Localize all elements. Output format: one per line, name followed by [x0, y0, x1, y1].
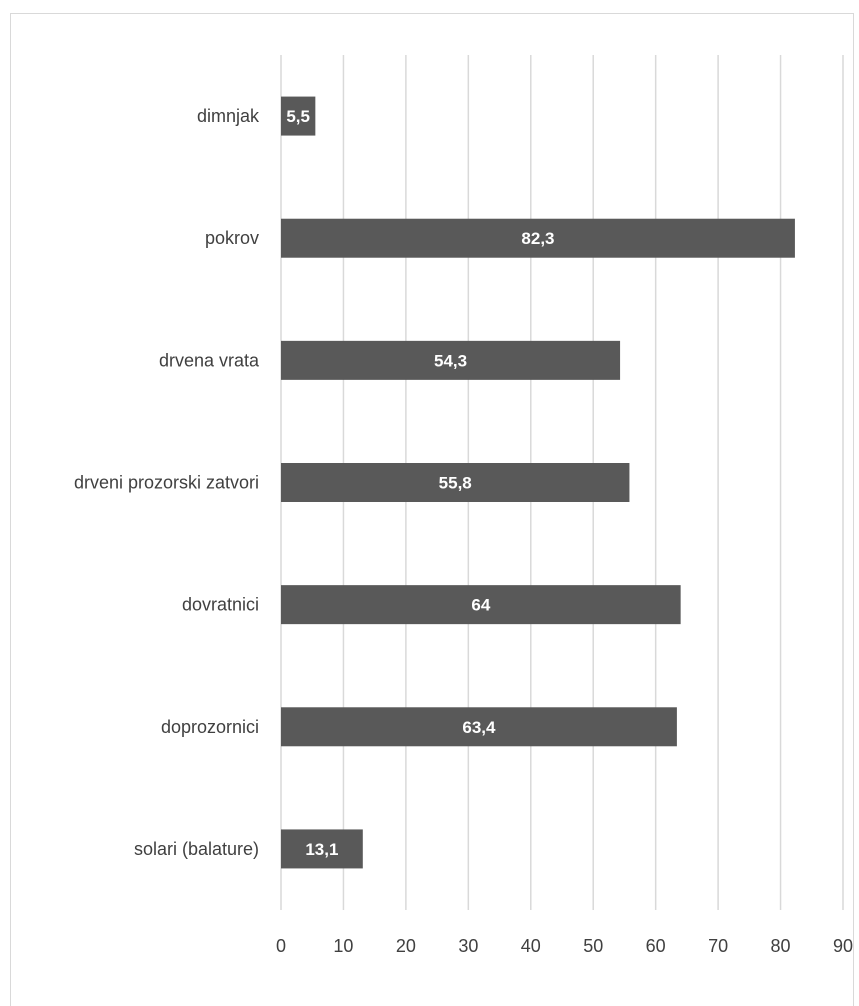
bar-value-label: 64 — [471, 596, 490, 615]
bar-value-label: 55,8 — [439, 474, 472, 493]
bar — [281, 707, 677, 747]
bar-value-label: 5,5 — [286, 107, 310, 126]
bar-value-label: 54,3 — [434, 351, 467, 370]
bar — [281, 218, 795, 258]
x-tick-label: 90 — [833, 936, 853, 956]
x-tick-label: 80 — [771, 936, 791, 956]
bar-value-label: 13,1 — [305, 840, 338, 859]
category-label: pokrov — [205, 228, 259, 248]
category-label: dimnjak — [197, 106, 260, 126]
bar — [281, 585, 681, 625]
bars: 5,5 82,3 54,3 55,8 64 63,4 13,1 — [281, 96, 795, 869]
bar-value-label: 82,3 — [521, 229, 554, 248]
x-tick-label: 30 — [458, 936, 478, 956]
bar — [281, 96, 316, 136]
bar — [281, 829, 363, 869]
chart-frame — [10, 13, 854, 1006]
x-tick-label: 50 — [583, 936, 603, 956]
category-labels: dimnjak pokrov drvena vrata drveni prozorsk… — [74, 106, 260, 859]
bar — [281, 340, 621, 380]
x-tick-label: 40 — [521, 936, 541, 956]
x-axis-ticks: 0 10 20 30 40 50 60 70 80 90 — [276, 936, 853, 956]
bar-value-label: 63,4 — [462, 718, 496, 737]
bar — [281, 463, 630, 502]
category-label: drveni prozorski zatvori — [74, 473, 259, 493]
x-tick-label: 0 — [276, 936, 286, 956]
x-tick-label: 60 — [646, 936, 666, 956]
x-tick-label: 70 — [708, 936, 728, 956]
category-label: dovratnici — [182, 595, 259, 615]
x-tick-label: 10 — [333, 936, 353, 956]
category-label: doprozornici — [161, 717, 259, 737]
category-label: solari (balature) — [134, 839, 259, 859]
x-tick-label: 20 — [396, 936, 416, 956]
category-label: drvena vrata — [159, 350, 260, 370]
